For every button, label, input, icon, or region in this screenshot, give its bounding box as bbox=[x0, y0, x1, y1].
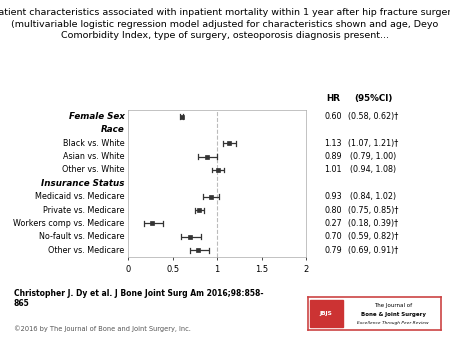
Text: Female Sex: Female Sex bbox=[69, 112, 125, 121]
Text: (0.79, 1.00): (0.79, 1.00) bbox=[351, 152, 396, 161]
Text: Workers comp vs. Medicare: Workers comp vs. Medicare bbox=[14, 219, 125, 228]
Text: 0.93: 0.93 bbox=[324, 192, 342, 201]
Text: 0.79: 0.79 bbox=[324, 246, 342, 255]
Text: 1.13: 1.13 bbox=[324, 139, 342, 148]
Text: 0.60: 0.60 bbox=[324, 112, 342, 121]
Text: 1.01: 1.01 bbox=[324, 166, 342, 174]
Text: HR: HR bbox=[326, 94, 340, 103]
Text: Bone & Joint Surgery: Bone & Joint Surgery bbox=[361, 312, 426, 317]
Text: No-fault vs. Medicare: No-fault vs. Medicare bbox=[39, 232, 125, 241]
Text: (0.94, 1.08): (0.94, 1.08) bbox=[351, 166, 396, 174]
Text: (1.07, 1.21)†: (1.07, 1.21)† bbox=[348, 139, 399, 148]
Text: Other vs. White: Other vs. White bbox=[62, 166, 125, 174]
Text: (0.75, 0.85)†: (0.75, 0.85)† bbox=[348, 206, 399, 215]
Text: Christopher J. Dy et al. J Bone Joint Surg Am 2016;98:858-
865: Christopher J. Dy et al. J Bone Joint Su… bbox=[14, 289, 263, 308]
Text: 0.70: 0.70 bbox=[324, 232, 342, 241]
Text: Medicaid vs. Medicare: Medicaid vs. Medicare bbox=[35, 192, 125, 201]
Text: Private vs. Medicare: Private vs. Medicare bbox=[43, 206, 125, 215]
Text: ©2016 by The Journal of Bone and Joint Surgery, Inc.: ©2016 by The Journal of Bone and Joint S… bbox=[14, 325, 190, 332]
Text: Asian vs. White: Asian vs. White bbox=[63, 152, 125, 161]
Text: (95%CI): (95%CI) bbox=[354, 94, 393, 103]
Text: JBJS: JBJS bbox=[320, 311, 333, 316]
Text: Race: Race bbox=[101, 125, 125, 135]
Text: 0.27: 0.27 bbox=[324, 219, 342, 228]
Text: Insurance Status: Insurance Status bbox=[41, 179, 125, 188]
Text: 0.80: 0.80 bbox=[324, 206, 342, 215]
Text: 0.89: 0.89 bbox=[324, 152, 342, 161]
Text: Other vs. Medicare: Other vs. Medicare bbox=[49, 246, 125, 255]
Text: Excellence Through Peer Review: Excellence Through Peer Review bbox=[357, 321, 429, 325]
Text: (0.59, 0.82)†: (0.59, 0.82)† bbox=[348, 232, 399, 241]
Text: (0.69, 0.91)†: (0.69, 0.91)† bbox=[348, 246, 399, 255]
Text: Black vs. White: Black vs. White bbox=[63, 139, 125, 148]
Text: The Journal of: The Journal of bbox=[374, 303, 412, 308]
Text: Patient characteristics associated with inpatient mortality within 1 year after : Patient characteristics associated with … bbox=[0, 8, 450, 40]
FancyBboxPatch shape bbox=[310, 300, 343, 327]
Text: (0.58, 0.62)†: (0.58, 0.62)† bbox=[348, 112, 399, 121]
Text: (0.18, 0.39)†: (0.18, 0.39)† bbox=[348, 219, 399, 228]
Text: (0.84, 1.02): (0.84, 1.02) bbox=[351, 192, 396, 201]
